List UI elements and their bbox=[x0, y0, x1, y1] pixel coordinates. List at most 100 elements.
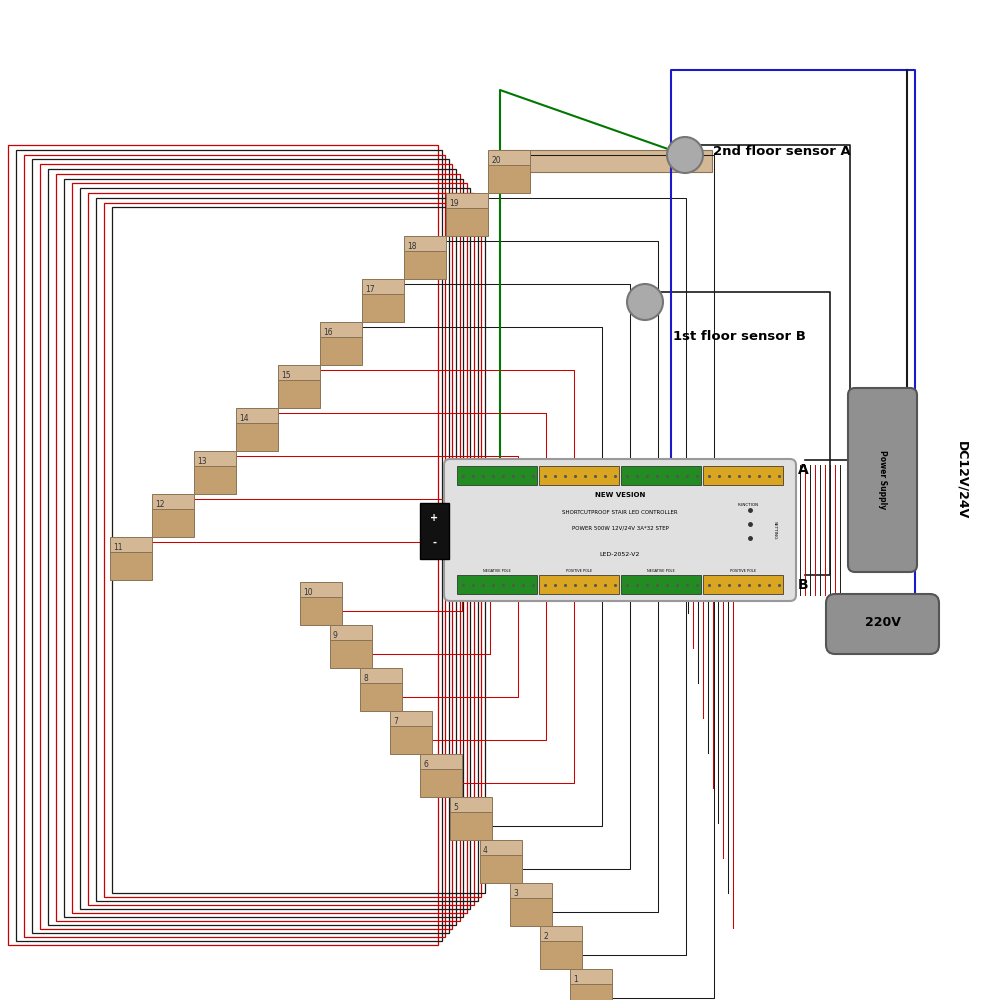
Text: 12: 12 bbox=[155, 500, 164, 509]
Text: 16: 16 bbox=[323, 328, 333, 337]
FancyBboxPatch shape bbox=[826, 594, 939, 654]
Text: POSITIVE POLE: POSITIVE POLE bbox=[566, 568, 592, 572]
Bar bbox=[278, 365, 320, 380]
Text: DC12V/24V: DC12V/24V bbox=[955, 441, 968, 519]
Bar bbox=[194, 451, 236, 466]
Circle shape bbox=[627, 284, 663, 320]
Text: 20: 20 bbox=[491, 156, 501, 165]
Bar bbox=[152, 509, 194, 537]
Bar bbox=[450, 812, 492, 840]
Bar bbox=[320, 322, 362, 337]
Bar bbox=[32, 159, 449, 933]
Text: 1st floor sensor B: 1st floor sensor B bbox=[673, 330, 806, 343]
FancyBboxPatch shape bbox=[621, 466, 701, 485]
Bar bbox=[420, 769, 462, 797]
FancyBboxPatch shape bbox=[621, 575, 701, 594]
Bar bbox=[450, 797, 492, 812]
Text: NEGATIVE POLE: NEGATIVE POLE bbox=[647, 568, 675, 572]
Bar bbox=[300, 582, 342, 597]
Bar bbox=[194, 466, 236, 494]
FancyBboxPatch shape bbox=[703, 466, 783, 485]
FancyBboxPatch shape bbox=[848, 388, 917, 572]
Bar bbox=[104, 203, 481, 897]
Bar bbox=[480, 855, 522, 883]
Bar bbox=[510, 883, 552, 898]
Bar bbox=[112, 207, 485, 893]
Text: A: A bbox=[798, 463, 809, 477]
Bar bbox=[8, 145, 438, 945]
Text: 5: 5 bbox=[453, 803, 458, 812]
Bar bbox=[570, 969, 612, 984]
Bar bbox=[362, 294, 404, 322]
Bar bbox=[236, 423, 278, 451]
Text: 15: 15 bbox=[281, 371, 291, 380]
Text: 2: 2 bbox=[543, 932, 548, 941]
Text: LED-2052-V2: LED-2052-V2 bbox=[600, 552, 640, 558]
Text: 9: 9 bbox=[333, 631, 338, 640]
Bar bbox=[390, 711, 432, 726]
Bar bbox=[330, 625, 372, 640]
Bar bbox=[540, 926, 582, 941]
Bar bbox=[278, 380, 320, 408]
Bar bbox=[320, 337, 362, 365]
Bar bbox=[96, 198, 478, 901]
Bar bbox=[404, 251, 446, 279]
Bar bbox=[390, 726, 432, 754]
Bar bbox=[570, 984, 612, 1000]
Bar bbox=[360, 683, 402, 711]
Text: 19: 19 bbox=[449, 199, 459, 208]
Text: B: B bbox=[798, 578, 809, 592]
Bar bbox=[300, 597, 342, 625]
FancyBboxPatch shape bbox=[539, 575, 619, 594]
FancyBboxPatch shape bbox=[457, 575, 537, 594]
Bar bbox=[492, 150, 712, 172]
Bar bbox=[540, 941, 582, 969]
Text: 11: 11 bbox=[113, 543, 123, 552]
Bar bbox=[88, 193, 474, 905]
FancyBboxPatch shape bbox=[420, 503, 449, 559]
Text: SETTING: SETTING bbox=[773, 521, 777, 539]
Bar bbox=[72, 183, 467, 913]
Bar bbox=[64, 179, 463, 917]
Bar bbox=[56, 174, 460, 921]
Text: +: + bbox=[430, 513, 439, 523]
Bar bbox=[24, 155, 445, 937]
Text: NEW VESION: NEW VESION bbox=[595, 492, 645, 498]
Text: NEGATIVE POLE: NEGATIVE POLE bbox=[483, 568, 511, 572]
Bar bbox=[480, 840, 522, 855]
Text: 220V: 220V bbox=[865, 616, 901, 630]
Bar bbox=[330, 640, 372, 668]
Text: 7: 7 bbox=[393, 717, 398, 726]
Text: FUNCTION: FUNCTION bbox=[738, 503, 759, 507]
Text: POWER 500W 12V/24V 3A*32 STEP: POWER 500W 12V/24V 3A*32 STEP bbox=[572, 526, 668, 530]
FancyBboxPatch shape bbox=[457, 466, 537, 485]
Bar bbox=[488, 150, 530, 165]
Bar bbox=[40, 164, 452, 929]
Text: 18: 18 bbox=[407, 242, 416, 251]
Bar bbox=[404, 236, 446, 251]
Bar bbox=[362, 279, 404, 294]
Bar bbox=[420, 754, 462, 769]
Bar bbox=[446, 193, 488, 208]
Text: 8: 8 bbox=[363, 674, 368, 683]
Bar bbox=[360, 668, 402, 683]
FancyBboxPatch shape bbox=[444, 459, 796, 601]
Text: 13: 13 bbox=[197, 457, 207, 466]
Text: 14: 14 bbox=[239, 414, 249, 423]
Bar bbox=[16, 150, 442, 941]
Bar bbox=[510, 898, 552, 926]
Bar bbox=[236, 408, 278, 423]
Text: Power Supply: Power Supply bbox=[878, 450, 887, 510]
Text: 10: 10 bbox=[303, 588, 313, 597]
Text: 17: 17 bbox=[365, 285, 375, 294]
Text: SHORTCUTPROOF STAIR LED CONTROLLER: SHORTCUTPROOF STAIR LED CONTROLLER bbox=[562, 510, 678, 516]
Text: -: - bbox=[432, 537, 436, 547]
Circle shape bbox=[667, 137, 703, 173]
Bar bbox=[446, 208, 488, 236]
Text: 4: 4 bbox=[483, 846, 488, 855]
Text: 6: 6 bbox=[423, 760, 428, 769]
Bar bbox=[152, 494, 194, 509]
FancyBboxPatch shape bbox=[539, 466, 619, 485]
Text: 2nd floor sensor A: 2nd floor sensor A bbox=[713, 145, 851, 158]
Text: 3: 3 bbox=[513, 889, 518, 898]
